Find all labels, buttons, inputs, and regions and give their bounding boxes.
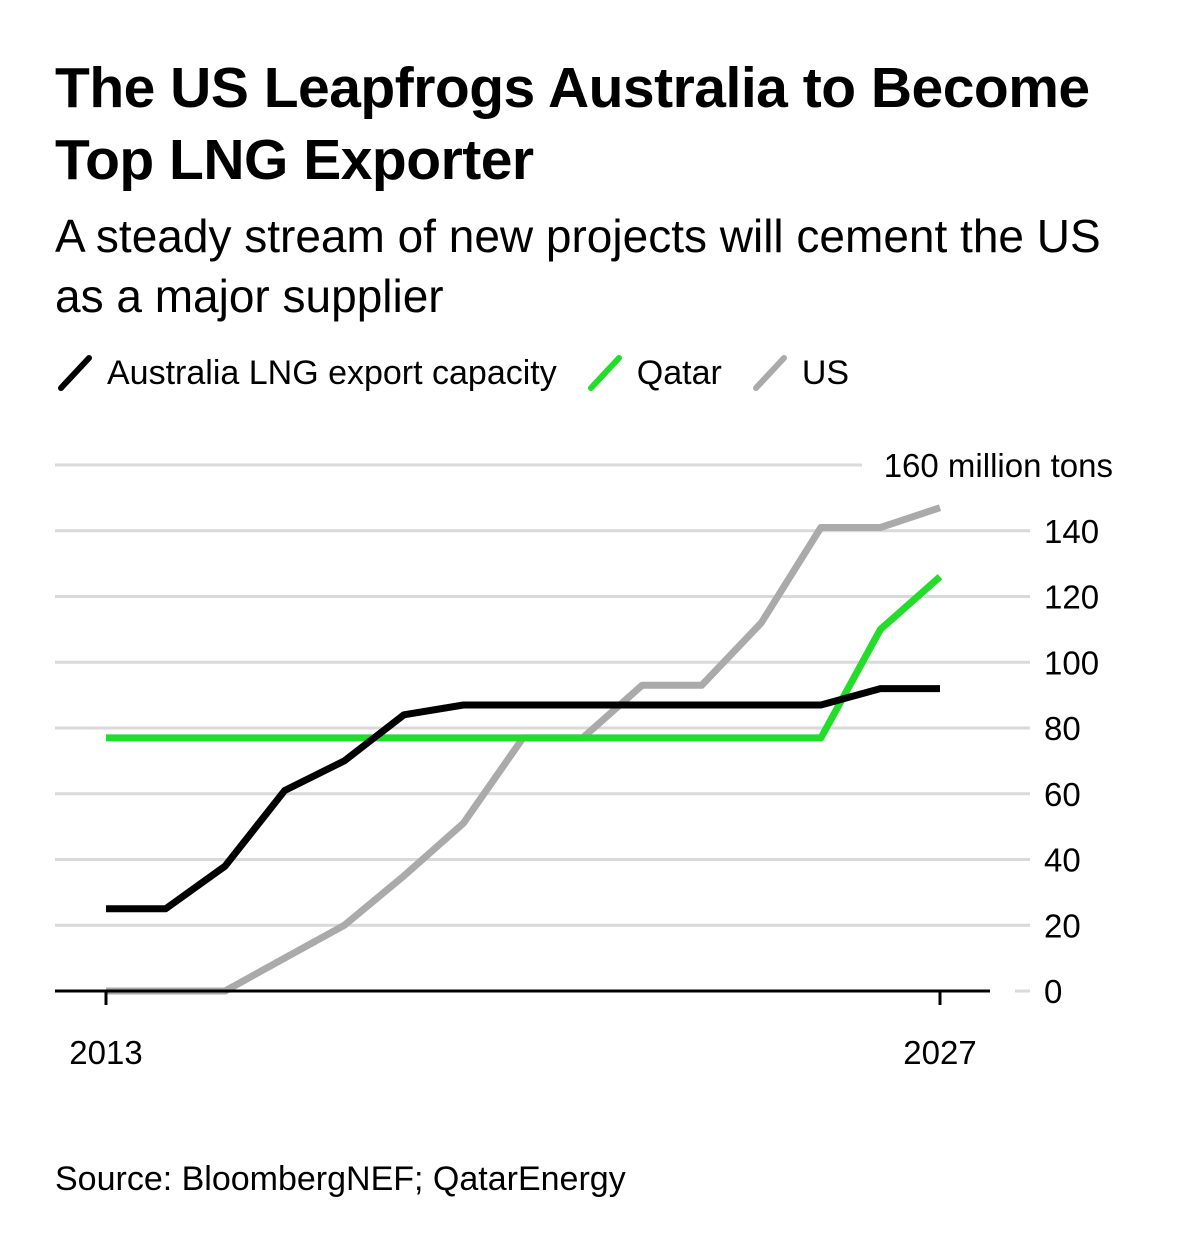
legend-item-australia: Australia LNG export capacity (55, 350, 557, 396)
y-tick-label-0: 0 (1044, 973, 1062, 1010)
x-tick-label-2027: 2027 (903, 1034, 976, 1071)
y-tick-label-60: 60 (1044, 776, 1081, 813)
legend-label-us: US (801, 353, 850, 392)
series-line-australia (106, 685, 940, 913)
y-tick-label-100: 100 (1044, 644, 1099, 681)
legend-label-australia: Australia LNG export capacity (107, 353, 557, 392)
legend-item-qatar: Qatar (585, 350, 722, 396)
legend-line-us (752, 355, 787, 391)
chart-title: The US Leapfrogs Australia to Become Top… (55, 56, 1090, 192)
series-line-us (106, 504, 942, 995)
chart-subtitle: A steady stream of new projects will cem… (55, 210, 1101, 322)
source-note: Source: BloombergNEF; QatarEnergy (55, 1160, 626, 1198)
legend-label-qatar: Qatar (636, 353, 722, 392)
y-tick-label-140: 140 (1044, 513, 1099, 550)
y-tick-label-160: 160 million tons (884, 447, 1113, 484)
series-line-qatar (106, 574, 943, 742)
chart-legend: Australia LNG export capacity Qatar US (55, 350, 877, 396)
legend-line-qatar (587, 355, 622, 391)
x-tick-label-2013: 2013 (69, 1034, 142, 1071)
line-chart: 0 20 40 60 80 100 120 140 160 million tons 2013 20… (55, 447, 1113, 1071)
y-tick-label-20: 20 (1044, 907, 1081, 944)
legend-swatch-us (750, 350, 790, 396)
legend-line-australia (58, 355, 92, 391)
legend-item-us: US (750, 350, 849, 396)
y-tick-label-80: 80 (1044, 710, 1081, 747)
legend-swatch-qatar (585, 350, 625, 396)
legend-swatch-australia (55, 350, 95, 396)
y-tick-label-40: 40 (1044, 842, 1081, 879)
y-tick-label-120: 120 (1044, 579, 1099, 616)
